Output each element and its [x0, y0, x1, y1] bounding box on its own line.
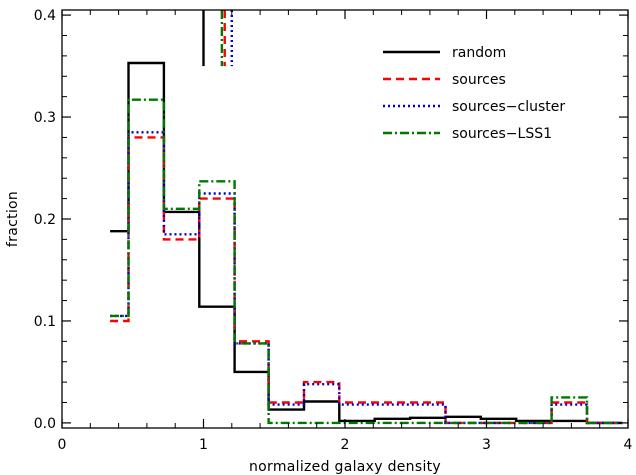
- series-random-line: [110, 61, 623, 425]
- y-tick-label: 0.1: [34, 314, 56, 330]
- y-tick-label: 0.0: [34, 416, 56, 432]
- y-axis-title: fraction: [5, 191, 21, 247]
- plot-frame: [61, 9, 629, 429]
- ticks-layer: 0 1 2 3 4 0.0 0.1 0.2 0.3 0.4: [34, 8, 633, 453]
- data-layer: [110, 10, 623, 425]
- x-tick-label: 3: [482, 437, 491, 453]
- x-axis-title: normalized galaxy density: [249, 459, 441, 475]
- legend-label-sources: sources: [452, 72, 506, 88]
- x-tick-label: 1: [199, 437, 208, 453]
- x-tick-label: 2: [341, 437, 350, 453]
- x-tick-label: 0: [58, 437, 67, 453]
- series-sources-line: [110, 136, 623, 425]
- legend-label-sources-lss1: sources−LSS1: [452, 126, 552, 142]
- series-sources-cluster-line: [110, 131, 623, 425]
- legend-label-random: random: [452, 45, 506, 61]
- y-tick-label: 0.4: [34, 8, 56, 24]
- y-tick-label: 0.2: [34, 212, 56, 228]
- series-sources-lss1-line: [110, 98, 623, 425]
- legend: random sources sources−cluster sources−LSS1: [383, 45, 565, 142]
- legend-label-sources-cluster: sources−cluster: [452, 99, 565, 115]
- x-tick-label: 4: [624, 437, 633, 453]
- y-tick-label: 0.3: [34, 110, 56, 126]
